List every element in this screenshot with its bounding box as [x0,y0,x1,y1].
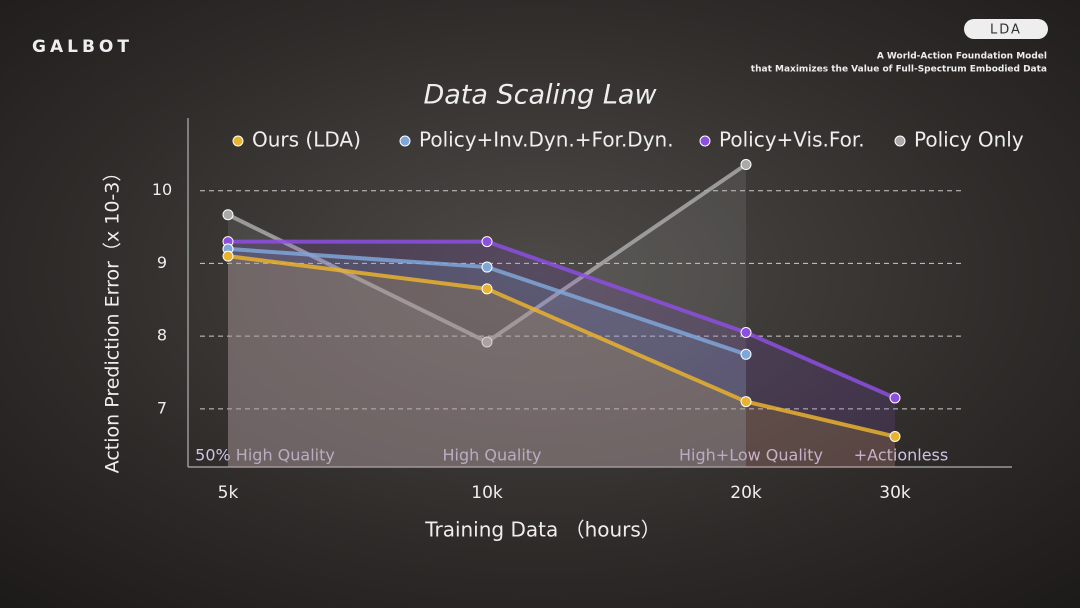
chart-title: Data Scaling Law [423,80,657,111]
annotation: +Actionless [854,446,948,465]
point [889,430,901,442]
point [740,348,752,360]
line [228,239,896,400]
badge-bg [964,19,1048,39]
annotation: 50% High Quality [195,446,335,465]
point [222,209,234,221]
legend-label: Policy+Inv.Dyn.+For.Dyn. [419,128,674,152]
tagline: A World-Action Foundation Model [877,52,1047,62]
x-tick-label: 30k [879,483,911,503]
legend-marker [699,135,711,147]
y-tick-label: 7 [157,398,167,417]
legend-label: Policy+Vis.For. [719,128,865,152]
x-tick-label: 5k [218,483,239,503]
annotation: High+Low Quality [679,446,823,465]
x-axis-label: Training Data （hours） [424,518,661,542]
area [228,164,746,468]
legend-marker [399,135,411,147]
logo: GALBOT [32,37,133,57]
area [228,241,895,467]
point [740,159,752,171]
line [227,254,896,439]
legend-label: Policy Only [914,128,1024,152]
point [740,326,752,338]
tagline: that Maximizes the Value of Full-Spectru… [751,65,1047,75]
point [889,392,901,404]
x-tick-label: 20k [730,483,762,503]
x-tick-label: 10k [471,483,503,503]
legend-label: Ours (LDA) [252,128,361,152]
point [481,336,493,348]
annotation: High Quality [442,446,541,465]
y-tick-label: 9 [157,253,167,272]
legend-marker [894,135,906,147]
point [222,250,234,262]
point [740,396,752,408]
y-tick-label: 8 [157,326,167,345]
legend-marker [232,135,244,147]
y-tick-label: 10 [152,180,172,199]
point [481,283,493,295]
point [481,261,493,273]
y-axis-label: Action Prediction Error（x 10-3） [102,163,124,474]
area [228,256,895,467]
point [481,236,493,248]
area [228,248,746,467]
badge: LDA [990,23,1022,38]
